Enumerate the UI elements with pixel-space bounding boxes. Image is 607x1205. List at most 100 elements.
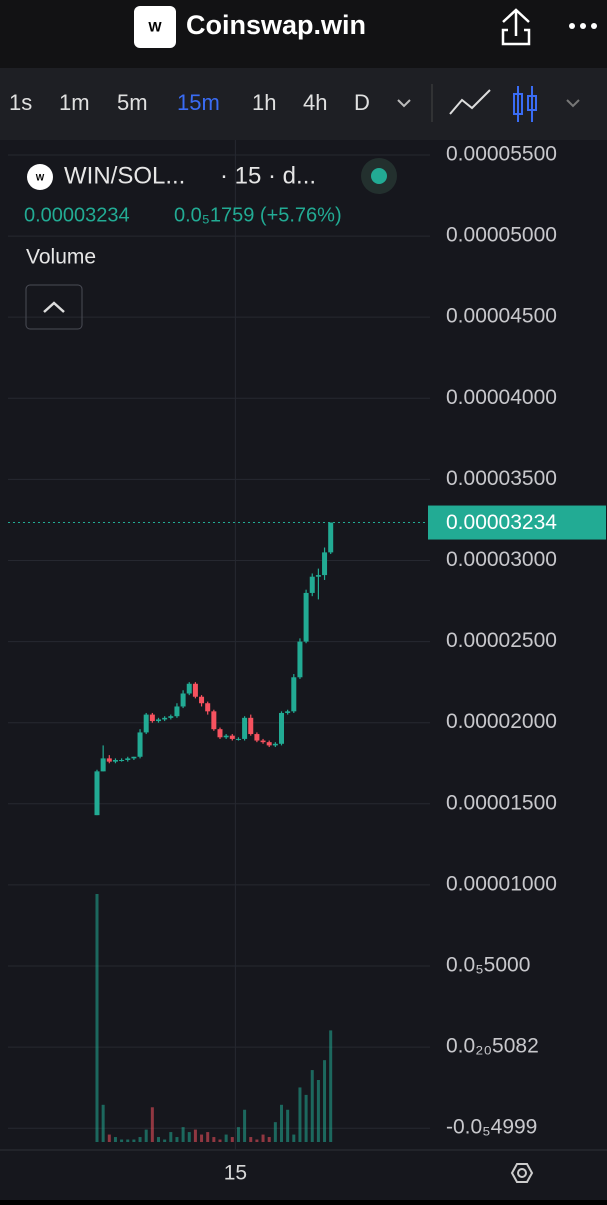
toolbar: [0, 68, 607, 140]
volume-bar: [304, 1094, 308, 1142]
site-title: Coinswap.win: [186, 10, 366, 40]
y-tick-label: 0.00005000: [446, 224, 557, 247]
candle-body: [254, 734, 260, 741]
candle-body: [137, 732, 143, 757]
volume-bar: [316, 1080, 320, 1142]
interval-button[interactable]: 1m: [59, 90, 90, 115]
y-tick-label: 0.00004000: [446, 386, 557, 409]
y-tick-label: 0.00001500: [446, 791, 557, 814]
candle-body: [309, 576, 315, 593]
dropdown[interactable]: [566, 99, 580, 108]
candle-chart-icon[interactable]: [513, 86, 537, 122]
candle-body: [192, 683, 198, 697]
chevron-up: [43, 301, 65, 313]
candle-body: [119, 760, 125, 762]
status-dot: [371, 168, 387, 184]
candle-body: [285, 711, 291, 713]
candle-body: [291, 677, 297, 712]
volume-bar: [273, 1122, 277, 1142]
interval-button[interactable]: 5m: [117, 90, 148, 115]
volume-bar: [224, 1134, 228, 1142]
candle-body: [162, 717, 168, 720]
volume-bar: [150, 1107, 154, 1142]
y-tick-label: 0.0₂₀5082: [446, 1035, 539, 1058]
volume-bar: [175, 1137, 179, 1142]
candle-body: [260, 740, 266, 743]
pair-details: · 15 · d...: [220, 162, 316, 189]
volume-bar: [243, 1109, 247, 1142]
candle-body: [100, 758, 106, 772]
candle-body: [143, 714, 149, 733]
x-tick-label: 15: [224, 1162, 247, 1185]
candle-body: [315, 575, 321, 577]
volume-bar: [120, 1139, 124, 1142]
candle-body: [149, 714, 155, 722]
interval-button[interactable]: 15m: [177, 90, 220, 115]
pair-logo: [27, 164, 53, 190]
candle-body: [229, 735, 235, 739]
volume-bar: [249, 1137, 253, 1142]
y-tick-label: 0.00002000: [446, 710, 557, 733]
volume-bar: [193, 1129, 197, 1142]
y-tick-label: -0.0₅4999: [446, 1116, 537, 1139]
interval-button[interactable]: 1h: [252, 90, 276, 115]
share-icon[interactable]: [501, 8, 531, 46]
candle-body: [112, 760, 118, 762]
candle-body: [174, 706, 180, 717]
volume-bar: [212, 1137, 216, 1142]
candle-body: [168, 716, 174, 718]
dropdown[interactable]: [397, 99, 411, 108]
collapse-button[interactable]: [25, 284, 83, 330]
volume-bar: [181, 1127, 185, 1142]
volume-bar: [144, 1129, 148, 1142]
volume-bar: [113, 1137, 117, 1142]
volume-bar: [286, 1109, 290, 1142]
candle-body: [322, 552, 328, 576]
candle-body: [217, 729, 223, 738]
time-axis: [0, 1150, 607, 1200]
settings-icon[interactable]: [510, 1163, 534, 1183]
candle-body: [125, 758, 131, 761]
volume-bar: [323, 1060, 327, 1142]
candle-body: [205, 703, 211, 712]
logo-mark: W: [148, 19, 162, 35]
candle-body: [279, 712, 284, 744]
price-change: 0.0₅1759 (+5.76%): [174, 204, 342, 226]
candle-body: [223, 735, 229, 738]
line-chart-icon[interactable]: [449, 89, 491, 115]
volume-bar: [255, 1139, 259, 1142]
pair-symbol: WIN/SOL...: [64, 162, 185, 189]
y-tick-label: 0.00004500: [446, 305, 557, 328]
volume-bar: [236, 1127, 240, 1142]
more-icon[interactable]: [569, 23, 597, 29]
candle-body: [248, 717, 254, 735]
last-price: 0.00003234: [24, 204, 130, 226]
candle-body: [131, 756, 137, 759]
candle-body: [303, 592, 309, 642]
y-tick-label: 0.00005500: [446, 143, 557, 166]
volume-bar: [107, 1134, 111, 1142]
volume-bar: [206, 1132, 210, 1142]
volume-bar: [261, 1134, 265, 1142]
candle-body: [106, 758, 112, 762]
y-tick-label: 0.00001000: [446, 872, 557, 895]
candle-body: [272, 743, 278, 746]
interval-button[interactable]: D: [354, 90, 370, 115]
chart-area: [0, 140, 607, 1150]
indicator-label: Volume: [26, 246, 96, 269]
interval-button[interactable]: 1s: [9, 90, 32, 115]
y-tick-label: 0.0₅5000: [446, 954, 530, 977]
volume-bar: [101, 1104, 105, 1142]
candle-body: [180, 693, 186, 707]
volume-bar: [169, 1132, 173, 1142]
interval-button[interactable]: 4h: [303, 90, 327, 115]
volume-bar: [157, 1137, 160, 1142]
volume-bar: [267, 1137, 271, 1142]
volume-bar: [329, 1030, 333, 1142]
volume-bar: [280, 1104, 283, 1142]
price-tag-label: 0.00003234: [446, 511, 557, 534]
y-tick-label: 0.00003500: [446, 467, 557, 490]
candle-body: [242, 717, 248, 739]
volume-bar: [298, 1087, 302, 1142]
